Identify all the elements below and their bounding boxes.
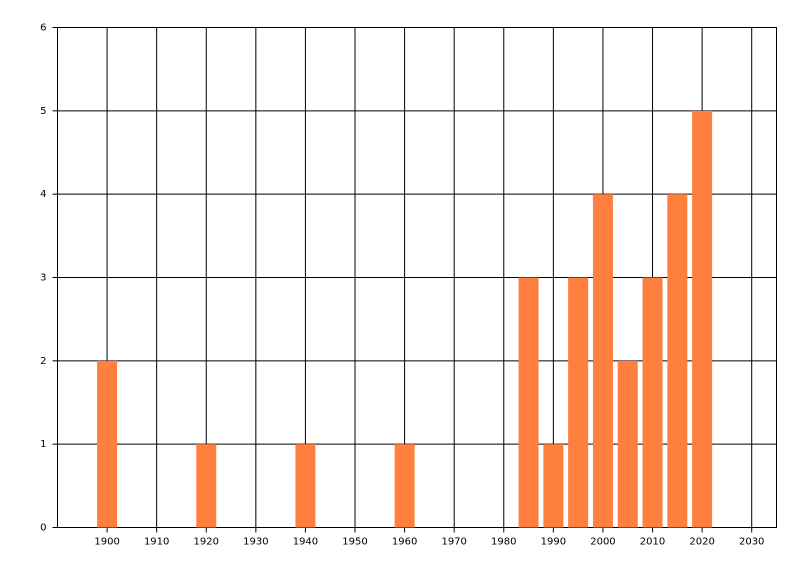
x-tick-label: 1960 [392,537,417,548]
x-tick-label: 2010 [640,537,665,548]
bar [642,277,663,528]
y-tick-label: 0 [40,523,46,534]
plot-frame [57,27,777,528]
x-tick-label: 2000 [590,537,615,548]
x-tick-label: 1910 [144,537,169,548]
x-tick-label: 1930 [243,537,268,548]
bar [394,444,415,528]
bar [97,360,118,528]
bar [592,194,613,528]
x-tick-label: 1990 [541,537,566,548]
bar [617,360,638,528]
y-tick-label: 3 [40,273,46,284]
x-tick-label: 2030 [739,537,764,548]
bar [295,444,316,528]
bar [692,110,713,528]
x-tick-label: 1950 [342,537,367,548]
bar [543,444,564,528]
y-tick-label: 4 [40,189,46,200]
y-tick-label: 6 [40,23,46,34]
y-tick-label: 1 [40,439,46,450]
x-tick-label: 1970 [441,537,466,548]
x-tick-label: 1980 [491,537,516,548]
x-tick-label: 1920 [194,537,219,548]
bar [196,444,217,528]
bar [667,194,688,528]
y-tick-label: 5 [40,106,46,117]
bar [568,277,589,528]
y-tick-label: 2 [40,356,46,367]
x-tick-label: 1900 [94,537,119,548]
x-tick-label: 2020 [689,537,714,548]
bar [518,277,539,528]
x-tick-label: 1940 [293,537,318,548]
